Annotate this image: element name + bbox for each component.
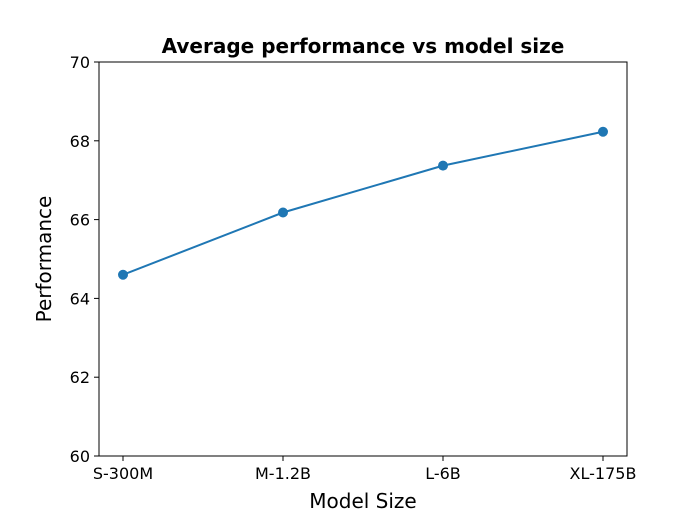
plot-area: 60 62 64 66 68 70 S-300M M-1.2B L-6B XL-175B xyxy=(70,53,637,483)
series-line xyxy=(122,130,604,276)
x-tick-label: S-300M xyxy=(93,464,153,483)
y-tick-label: 66 xyxy=(70,211,90,230)
y-tick-label: 68 xyxy=(70,132,90,151)
y-tick-label: 60 xyxy=(70,447,90,466)
data-point xyxy=(598,126,608,137)
data-point xyxy=(278,207,288,218)
y-tick-label: 64 xyxy=(70,289,90,308)
data-point xyxy=(438,160,448,171)
plot-frame xyxy=(98,61,628,457)
x-axis-title: Model Size xyxy=(309,489,416,513)
x-tick-label: M-1.2B xyxy=(255,464,311,483)
y-tick-label: 70 xyxy=(70,53,90,72)
data-point xyxy=(118,269,128,280)
y-tick-label: 62 xyxy=(70,368,90,387)
x-tick-label: XL-175B xyxy=(570,464,637,483)
chart-title: Average performance vs model size xyxy=(162,34,565,58)
y-axis-title: Performance xyxy=(32,196,56,323)
x-tick-label: L-6B xyxy=(425,464,461,483)
